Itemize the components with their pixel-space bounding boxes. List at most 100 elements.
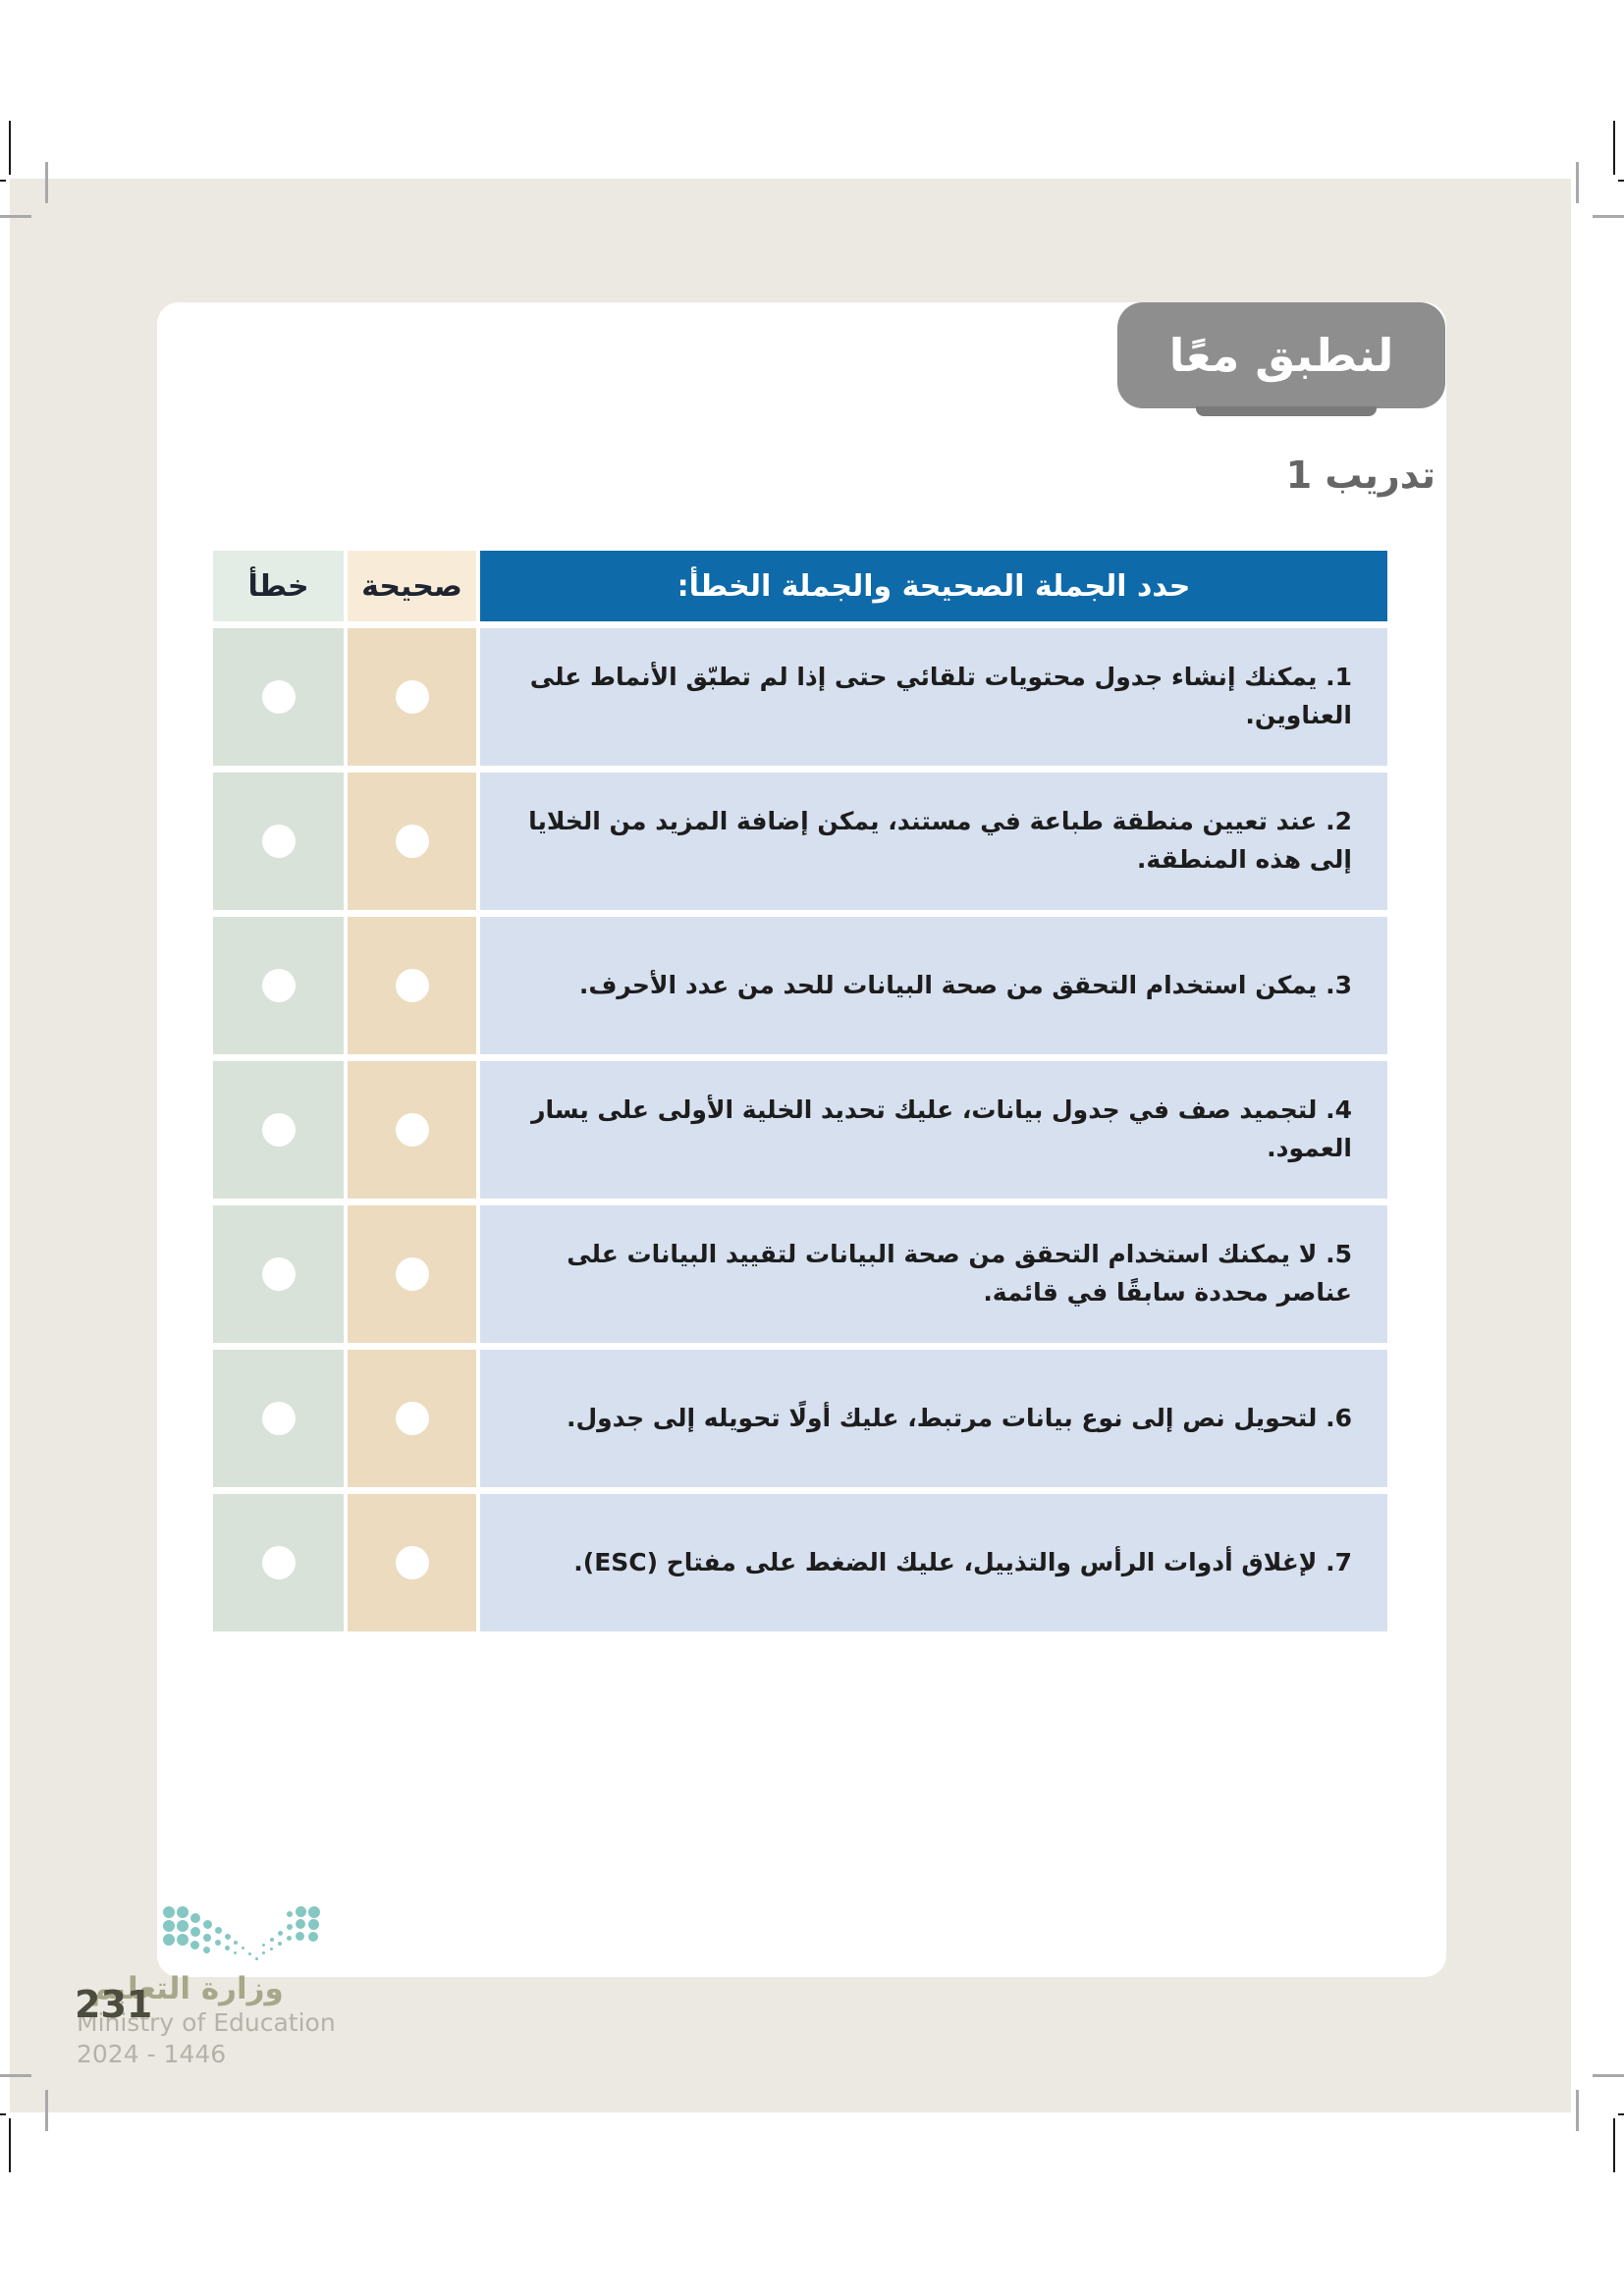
logo-dot (177, 1920, 189, 1932)
correct-option-circle[interactable] (395, 1113, 429, 1147)
logo-dot (203, 1947, 210, 1953)
crop-mark (0, 215, 31, 218)
correct-option-circle[interactable] (395, 1402, 429, 1435)
logo-dot (287, 1936, 292, 1941)
logo-dot (262, 1951, 265, 1954)
wrong-cell (213, 628, 344, 766)
logo-dot (287, 1924, 293, 1930)
wrong-cell (213, 1061, 344, 1199)
crop-mark (9, 121, 11, 175)
logo-dot (248, 1952, 251, 1955)
correct-cell (348, 917, 476, 1054)
logo-dot (270, 1938, 274, 1942)
wrong-cell (213, 1205, 344, 1343)
logo-dot (225, 1946, 230, 1950)
statement-cell: 6. لتحويل نص إلى نوع بيانات مرتبط، عليك … (480, 1350, 1387, 1487)
logo-dot (177, 1906, 189, 1918)
logo-dot (296, 1906, 306, 1917)
crop-mark (45, 2090, 48, 2131)
logo-dot (262, 1944, 265, 1947)
logo-dot (190, 1941, 199, 1949)
logo-dot (287, 1911, 293, 1917)
logo-dot (308, 1906, 320, 1918)
logo-dot (163, 1906, 175, 1918)
correct-cell (348, 628, 476, 766)
table-header-statement: حدد الجملة الصحيحة والجملة الخطأ: (480, 551, 1387, 621)
crop-mark (0, 2113, 6, 2115)
exercise-table: حدد الجملة الصحيحة والجملة الخطأ: صحيحة … (213, 551, 1387, 1631)
section-badge-title: لنطبق معًا (1168, 329, 1394, 382)
wrong-option-circle[interactable] (261, 680, 296, 714)
statement-cell: 5. لا يمكنك استخدام التحقق من صحة البيان… (480, 1205, 1387, 1343)
wrong-cell (213, 1350, 344, 1487)
logo-dot (190, 1927, 200, 1937)
wrong-option-circle[interactable] (261, 1113, 296, 1147)
correct-option-circle[interactable] (395, 680, 429, 714)
logo-dot (242, 1947, 244, 1949)
logo-dot (177, 1934, 189, 1946)
table-header-wrong: خطأ (213, 551, 344, 621)
logo-dot (234, 1941, 238, 1945)
wrong-option-circle[interactable] (261, 1546, 296, 1579)
correct-cell (348, 1350, 476, 1487)
crop-mark (1593, 2074, 1624, 2077)
logo-dot (203, 1920, 212, 1929)
logo-dot (296, 1932, 304, 1941)
crop-mark (1618, 180, 1624, 182)
correct-cell (348, 1061, 476, 1199)
crop-mark (1613, 121, 1615, 175)
logo-dot (225, 1934, 231, 1940)
crop-mark (0, 2074, 31, 2077)
wrong-option-circle[interactable] (261, 1402, 296, 1435)
logo-dot (163, 1920, 175, 1932)
logo-dot (308, 1932, 318, 1942)
logo-dot (163, 1934, 175, 1946)
statement-cell: 4. لتجميد صف في جدول بيانات، عليك تحديد … (480, 1061, 1387, 1199)
logo-dot (203, 1934, 211, 1942)
wrong-cell (213, 917, 344, 1054)
ministry-name-english: Ministry of Education (77, 2008, 336, 2037)
table-header-correct: صحيحة (348, 551, 476, 621)
wrong-option-circle[interactable] (261, 825, 296, 858)
logo-dot (278, 1942, 282, 1946)
crop-mark (9, 2118, 11, 2172)
statement-cell: 2. عند تعيين منطقة طباعة في مستند، يمكن … (480, 773, 1387, 910)
logo-dot (215, 1927, 222, 1934)
logo-dot (278, 1931, 283, 1936)
logo-dot (255, 1957, 258, 1960)
statement-cell: 7. لإغلاق أدوات الرأس والتذييل، عليك الض… (480, 1494, 1387, 1631)
crop-mark (0, 180, 6, 182)
statement-cell: 1. يمكنك إنشاء جدول محتويات تلقائي حتى إ… (480, 628, 1387, 766)
exercise-heading: تدريب 1 (1285, 454, 1435, 497)
crop-mark (45, 162, 48, 203)
ministry-logo-icon (160, 1902, 323, 1965)
correct-option-circle[interactable] (395, 1546, 429, 1579)
logo-dot (308, 1919, 319, 1930)
correct-option-circle[interactable] (395, 825, 429, 858)
logo-dot (270, 1948, 273, 1950)
logo-dot (296, 1919, 305, 1929)
correct-option-circle[interactable] (395, 969, 429, 1002)
correct-option-circle[interactable] (395, 1257, 429, 1291)
wrong-cell (213, 1494, 344, 1631)
wrong-option-circle[interactable] (261, 969, 296, 1002)
correct-cell (348, 1494, 476, 1631)
ministry-name-arabic: وزارة التعليم (90, 1971, 284, 2006)
statement-cell: 3. يمكن استخدام التحقق من صحة البيانات ل… (480, 917, 1387, 1054)
logo-dot (190, 1913, 200, 1923)
logo-dot (215, 1940, 221, 1946)
correct-cell (348, 1205, 476, 1343)
section-badge-tab (1196, 406, 1377, 416)
logo-dot (234, 1951, 237, 1954)
section-badge: لنطبق معًا (1117, 302, 1445, 408)
crop-mark (1618, 2113, 1624, 2115)
wrong-cell (213, 773, 344, 910)
crop-mark (1593, 215, 1624, 218)
correct-cell (348, 773, 476, 910)
crop-mark (1613, 2118, 1615, 2172)
crop-mark (1576, 162, 1579, 203)
page-number: 231 (75, 1983, 153, 2026)
edition-years: 2024 - 1446 (77, 2040, 227, 2068)
wrong-option-circle[interactable] (261, 1257, 296, 1291)
